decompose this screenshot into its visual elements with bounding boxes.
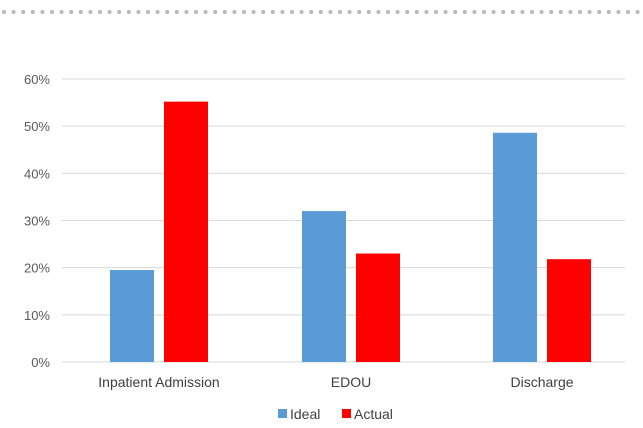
border-dot <box>328 10 333 14</box>
border-dot <box>30 10 35 14</box>
border-dot <box>136 10 141 14</box>
y-tick-label: 0% <box>31 355 50 370</box>
border-dot <box>270 10 275 14</box>
border-dot <box>386 10 390 14</box>
border-dot <box>155 10 160 14</box>
border-dot <box>434 10 438 14</box>
border-dot <box>184 10 189 14</box>
border-dot <box>318 10 323 14</box>
x-tick-label: EDOU <box>331 374 371 390</box>
border-dot <box>290 10 294 14</box>
border-dot <box>626 10 630 14</box>
border-dot <box>338 10 342 14</box>
x-tick-label: Discharge <box>510 374 573 390</box>
border-dot <box>443 10 448 14</box>
y-axis-ticks: 0% 10% 20% 30% 40% 50% 60% <box>24 72 50 370</box>
border-dot <box>357 10 362 14</box>
border-dot <box>491 10 496 14</box>
border-dot <box>482 10 486 14</box>
border-dot <box>69 10 74 14</box>
y-tick-label: 10% <box>24 308 50 323</box>
border-dot <box>11 10 16 14</box>
x-tick-label: Inpatient Admission <box>98 374 219 390</box>
legend: Ideal Actual <box>278 406 393 422</box>
border-dot <box>78 10 83 14</box>
y-tick-label: 40% <box>24 166 50 181</box>
border-dot <box>453 10 458 14</box>
border-dot <box>40 10 45 14</box>
border-dot <box>597 10 602 14</box>
bars <box>110 101 591 362</box>
border-dot <box>107 10 112 14</box>
border-dot <box>587 10 592 14</box>
dotted-top-border <box>2 10 640 14</box>
border-dot <box>299 10 304 14</box>
border-dot <box>558 10 563 14</box>
border-dot <box>347 10 352 14</box>
bar-actual-discharge <box>547 259 591 362</box>
legend-label-ideal: Ideal <box>290 406 320 422</box>
border-dot <box>203 10 208 14</box>
border-dot <box>88 10 93 14</box>
border-dot <box>530 10 534 14</box>
bar-ideal-edou <box>302 211 346 362</box>
border-dot <box>376 10 381 14</box>
border-dot <box>520 10 525 14</box>
border-dot <box>126 10 131 14</box>
border-dot <box>261 10 266 14</box>
border-dot <box>462 10 467 14</box>
border-dot <box>606 10 611 14</box>
border-dot <box>424 10 429 14</box>
legend-swatch-ideal <box>278 409 287 418</box>
border-dot <box>280 10 285 14</box>
border-dot <box>2 10 6 14</box>
border-dot <box>165 10 170 14</box>
bar-ideal-discharge <box>493 132 537 362</box>
border-dot <box>242 10 246 14</box>
y-tick-label: 50% <box>24 119 50 134</box>
border-dot <box>472 10 477 14</box>
legend-swatch-actual <box>342 409 351 418</box>
border-dot <box>222 10 227 14</box>
bar-actual-edou <box>356 253 400 362</box>
bar-ideal-inpatient-admission <box>110 270 154 362</box>
bar-actual-inpatient-admission <box>164 101 208 362</box>
border-dot <box>539 10 544 14</box>
border-dot <box>395 10 400 14</box>
border-dot <box>549 10 554 14</box>
border-dot <box>213 10 218 14</box>
border-dot <box>194 10 198 14</box>
y-tick-label: 30% <box>24 214 50 229</box>
border-dot <box>578 10 582 14</box>
legend-label-actual: Actual <box>354 406 393 422</box>
border-dot <box>98 10 102 14</box>
y-tick-label: 20% <box>24 261 50 276</box>
border-dot <box>174 10 179 14</box>
border-dot <box>366 10 371 14</box>
border-dot <box>232 10 237 14</box>
border-dot <box>405 10 410 14</box>
border-dot <box>50 10 54 14</box>
border-dot <box>568 10 573 14</box>
border-dot <box>635 10 640 14</box>
border-dot <box>414 10 419 14</box>
border-dot <box>309 10 314 14</box>
border-dot <box>501 10 506 14</box>
border-dot <box>117 10 122 14</box>
border-dot <box>59 10 64 14</box>
x-axis-labels: Inpatient Admission EDOU Discharge <box>98 374 573 390</box>
border-dot <box>510 10 515 14</box>
border-dot <box>251 10 256 14</box>
y-tick-label: 60% <box>24 72 50 87</box>
border-dot <box>146 10 150 14</box>
border-dot <box>21 10 26 14</box>
border-dot <box>616 10 621 14</box>
